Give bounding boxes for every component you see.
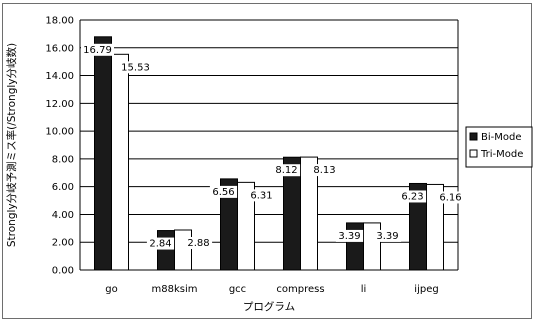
data-label-background [209, 185, 238, 198]
legend-label-tri-mode: Tri-Mode [480, 149, 523, 160]
data-label-background [310, 164, 339, 177]
data-label-background [398, 190, 427, 203]
x-category-label: m88ksim [152, 284, 198, 295]
axes [79, 20, 459, 271]
bar-tri-mode-m88ksim [174, 229, 192, 271]
data-label: 6.23 [401, 191, 423, 202]
bar-bi-mode-go [94, 36, 112, 271]
data-label-background [436, 191, 465, 204]
data-label: 2.88 [187, 238, 209, 249]
data-label: 6.16 [439, 192, 461, 203]
plot-background [80, 20, 458, 270]
x-category-label: compress [276, 284, 324, 295]
data-label: 6.31 [250, 190, 272, 201]
x-category-label: go [105, 284, 117, 295]
y-tick-label: 12.00 [45, 99, 74, 110]
y-tick-label: 10.00 [45, 127, 74, 138]
legend-label-bi-mode: Bi-Mode [481, 132, 522, 143]
data-label-background [184, 237, 213, 249]
legend-swatch-bi-mode [469, 132, 478, 141]
data-label: 2.84 [149, 239, 171, 250]
x-category-label: gcc [229, 284, 246, 295]
bars [94, 36, 444, 271]
x-axis-title: プログラム [243, 300, 295, 313]
gridlines [80, 19, 458, 243]
data-label-background [272, 164, 301, 177]
data-label: 3.39 [338, 231, 360, 242]
data-label-background [247, 189, 276, 202]
legend: Bi-Mode Tri-Mode [465, 126, 533, 168]
y-tick-label: 4.00 [52, 210, 74, 221]
y-tick-label: 6.00 [52, 182, 74, 193]
data-label-background [81, 43, 114, 56]
y-tick-label: 2.00 [52, 238, 74, 249]
data-label: 15.53 [121, 62, 150, 73]
y-tick-label: 0.00 [52, 266, 74, 277]
y-tick-label: 16.00 [45, 43, 74, 54]
x-axis-category-labels: go m88ksim gcc compress li ijpeg [105, 284, 438, 295]
data-label-background [335, 229, 364, 242]
y-axis-ticks: 0.00 2.00 4.00 6.00 8.00 10.00 12.00 14.00 16.00… [45, 16, 74, 277]
x-category-label: li [361, 284, 367, 295]
legend-swatch-tri-mode [469, 149, 478, 158]
bar-tri-mode-go [111, 53, 129, 271]
data-label: 16.79 [83, 45, 112, 56]
data-label-background [146, 237, 175, 250]
data-label-background [119, 61, 152, 74]
data-label: 8.12 [275, 165, 297, 176]
data-label-background [373, 229, 402, 242]
data-label: 3.39 [376, 231, 398, 242]
x-category-label: ijpeg [414, 284, 438, 295]
y-axis-title: Strongly分岐予測ミス率(/Strongly分岐数) [5, 43, 18, 247]
y-tick-label: 14.00 [45, 71, 74, 82]
data-label: 6.56 [212, 187, 234, 198]
plot-area [80, 20, 458, 270]
data-labels: 16.79 15.53 2.84 2.88 6.56 6.31 8.12 8.13 3.39 3.… [81, 43, 465, 250]
y-tick-label: 18.00 [45, 16, 74, 27]
data-label: 8.13 [313, 165, 335, 176]
bar-bi-mode-m88ksim [157, 230, 175, 271]
y-tick-label: 8.00 [52, 154, 74, 165]
